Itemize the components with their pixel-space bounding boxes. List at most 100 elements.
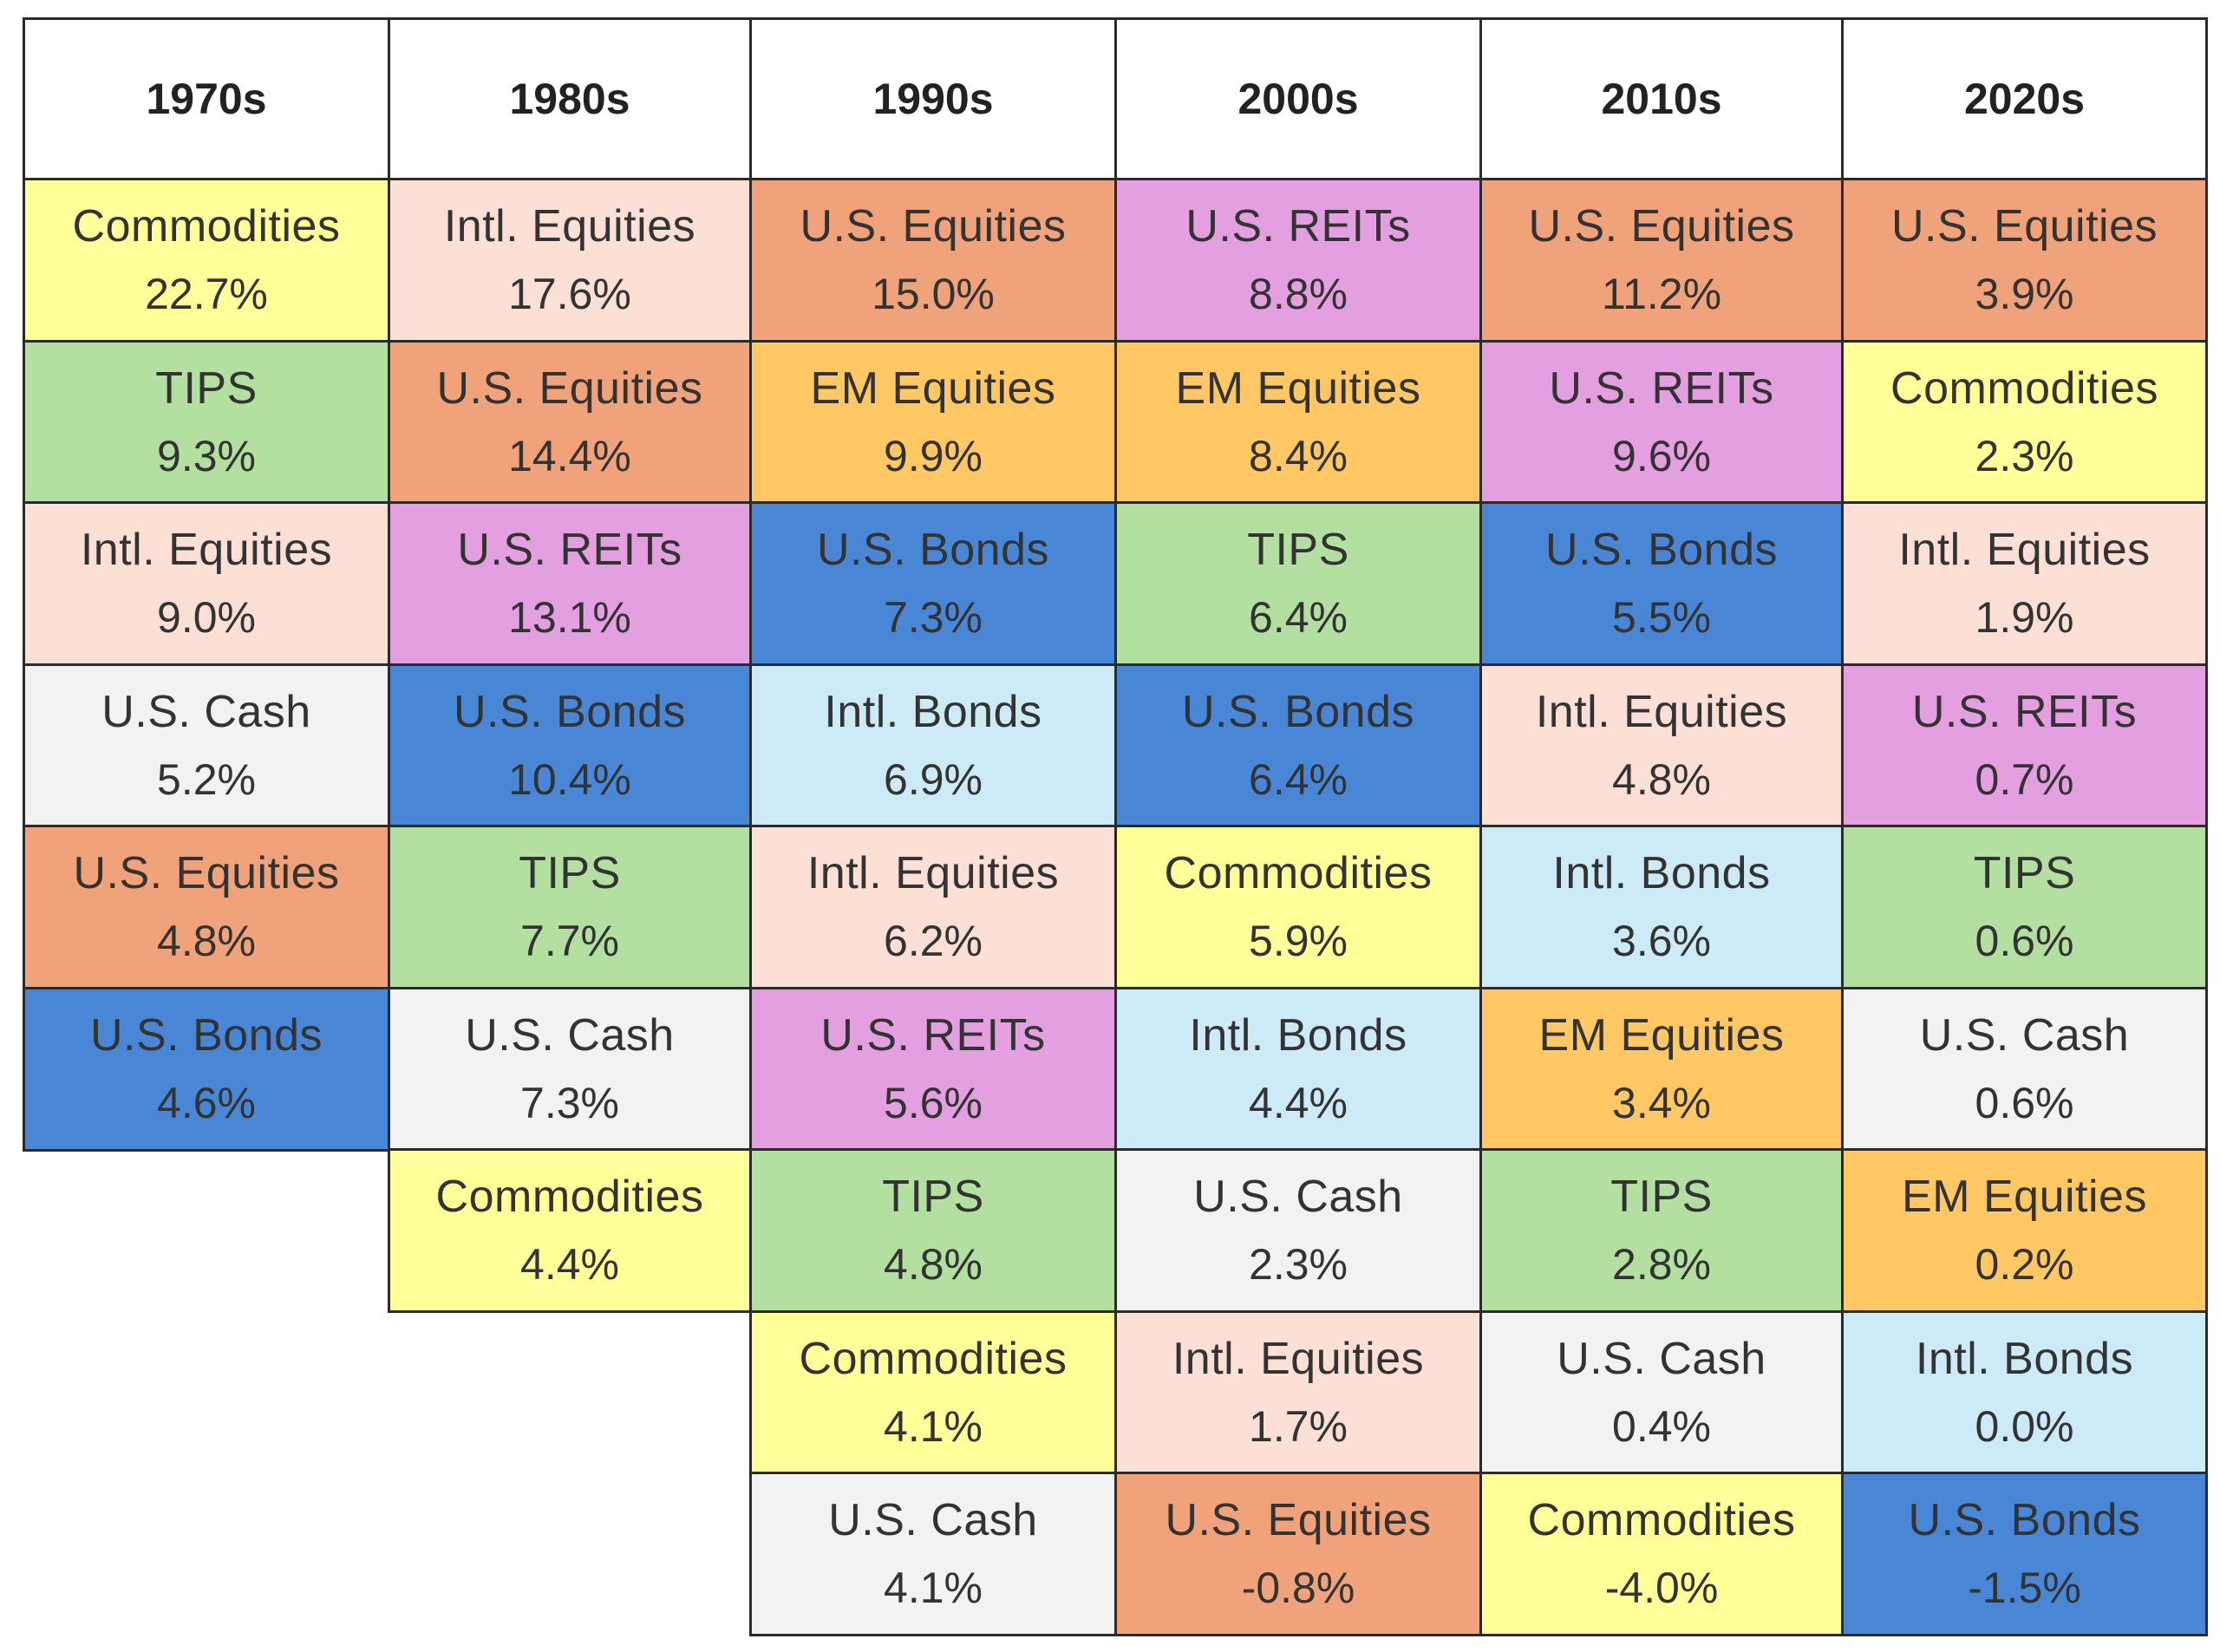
return-cell-2000s-u-s-equities: U.S. Equities -0.8% <box>1114 1472 1482 1636</box>
asset-class-label: U.S. Equities <box>1165 1495 1432 1545</box>
asset-class-label: U.S. Cash <box>101 687 311 737</box>
return-cell-2000s-intl-bonds: Intl. Bonds 4.4% <box>1114 987 1482 1152</box>
return-cell-2000s-commodities: Commodities 5.9% <box>1114 825 1482 989</box>
return-cell-1980s-commodities: Commodities 4.4% <box>388 1148 752 1313</box>
asset-class-label: U.S. Equities <box>73 848 340 898</box>
return-value-label: 6.2% <box>884 917 983 965</box>
return-cell-2020s-intl-equities: Intl. Equities 1.9% <box>1841 501 2208 666</box>
return-value-label: 17.6% <box>508 270 631 318</box>
return-value-label: 9.0% <box>157 593 256 642</box>
asset-class-label: Commodities <box>435 1172 704 1222</box>
asset-class-label: Commodities <box>72 201 341 251</box>
asset-class-label: Intl. Equities <box>1898 525 2151 575</box>
return-cell-2020s-u-s-equities: U.S. Equities 3.9% <box>1841 178 2208 343</box>
asset-class-label: TIPS <box>155 363 258 414</box>
return-cell-1970s-intl-equities: Intl. Equities 9.0% <box>23 501 390 666</box>
asset-class-label: EM Equities <box>1902 1172 2147 1222</box>
decade-header-2000s: 2000s <box>1114 17 1482 180</box>
return-cell-1990s-u-s-reits: U.S. REITs 5.6% <box>749 987 1117 1152</box>
return-value-label: 8.8% <box>1249 270 1348 318</box>
return-value-label: -0.8% <box>1241 1564 1355 1612</box>
return-value-label: 4.1% <box>884 1402 983 1451</box>
asset-class-label: Commodities <box>1164 848 1433 898</box>
return-value-label: 0.4% <box>1612 1402 1711 1451</box>
return-value-label: 13.1% <box>508 593 631 642</box>
asset-class-label: Commodities <box>1890 363 2158 414</box>
return-value-label: 0.6% <box>1975 1079 2074 1127</box>
return-cell-1980s-u-s-bonds: U.S. Bonds 10.4% <box>388 663 752 828</box>
return-cell-1990s-intl-equities: Intl. Equities 6.2% <box>749 825 1117 989</box>
asset-class-label: U.S. Bonds <box>89 1010 323 1061</box>
return-value-label: 6.4% <box>1249 593 1348 642</box>
return-cell-2020s-commodities: Commodities 2.3% <box>1841 340 2208 505</box>
return-cell-2010s-u-s-reits: U.S. REITs 9.6% <box>1479 340 1844 505</box>
return-value-label: 4.8% <box>157 917 256 965</box>
asset-class-label: Intl. Equities <box>1535 687 1788 737</box>
return-value-label: 5.9% <box>1249 917 1348 965</box>
return-cell-2010s-em-equities: EM Equities 3.4% <box>1479 987 1844 1152</box>
return-value-label: 5.6% <box>884 1079 983 1127</box>
asset-class-label: U.S. Bonds <box>1181 687 1415 737</box>
return-value-label: 6.4% <box>1249 755 1348 804</box>
asset-class-label: U.S. REITs <box>1911 687 2138 737</box>
return-cell-2020s-tips: TIPS 0.6% <box>1841 825 2208 989</box>
asset-class-label: U.S. Bonds <box>453 687 687 737</box>
asset-class-label: EM Equities <box>810 363 1056 414</box>
return-value-label: 14.4% <box>508 432 631 480</box>
asset-class-label: U.S. Equities <box>436 363 703 414</box>
return-cell-2020s-u-s-reits: U.S. REITs 0.7% <box>1841 663 2208 828</box>
return-value-label: 0.6% <box>1975 917 2074 965</box>
return-value-label: 2.8% <box>1612 1240 1711 1289</box>
asset-class-label: TIPS <box>882 1172 984 1222</box>
return-value-label: 22.7% <box>145 270 268 318</box>
asset-class-label: TIPS <box>519 848 621 898</box>
asset-class-label: U.S. Bonds <box>816 525 1050 575</box>
return-value-label: 6.9% <box>884 755 983 804</box>
return-cell-1980s-u-s-equities: U.S. Equities 14.4% <box>388 340 752 505</box>
asset-class-label: Intl. Bonds <box>1189 1010 1407 1061</box>
return-cell-2000s-u-s-cash: U.S. Cash 2.3% <box>1114 1148 1482 1313</box>
return-cell-2010s-intl-bonds: Intl. Bonds 3.6% <box>1479 825 1844 989</box>
return-cell-1970s-u-s-cash: U.S. Cash 5.2% <box>23 663 390 828</box>
return-cell-1990s-u-s-equities: U.S. Equities 15.0% <box>749 178 1117 343</box>
return-cell-2020s-u-s-cash: U.S. Cash 0.6% <box>1841 987 2208 1152</box>
return-cell-2010s-tips: TIPS 2.8% <box>1479 1148 1844 1313</box>
asset-class-label: U.S. Cash <box>828 1495 1038 1545</box>
asset-class-label: Intl. Equities <box>806 848 1060 898</box>
return-value-label: 9.6% <box>1612 432 1711 480</box>
return-cell-2010s-commodities: Commodities -4.0% <box>1479 1472 1844 1636</box>
return-cell-1990s-tips: TIPS 4.8% <box>749 1148 1117 1313</box>
return-cell-1980s-tips: TIPS 7.7% <box>388 825 752 989</box>
return-value-label: 4.8% <box>884 1240 983 1289</box>
asset-class-label: U.S. Equities <box>1890 201 2158 251</box>
return-value-label: 9.3% <box>157 432 256 480</box>
asset-class-label: U.S. Bonds <box>1908 1495 2141 1545</box>
return-value-label: 15.0% <box>872 270 995 318</box>
return-cell-1980s-intl-equities: Intl. Equities 17.6% <box>388 178 752 343</box>
return-value-label: 7.3% <box>520 1079 619 1127</box>
return-cell-2000s-u-s-bonds: U.S. Bonds 6.4% <box>1114 663 1482 828</box>
return-cell-2000s-em-equities: EM Equities 8.4% <box>1114 340 1482 505</box>
asset-class-label: TIPS <box>1610 1172 1713 1222</box>
return-value-label: 1.9% <box>1975 593 2074 642</box>
return-cell-2010s-u-s-equities: U.S. Equities 11.2% <box>1479 178 1844 343</box>
return-value-label: 8.4% <box>1249 432 1348 480</box>
return-value-label: 3.9% <box>1975 270 2074 318</box>
return-cell-2010s-intl-equities: Intl. Equities 4.8% <box>1479 663 1844 828</box>
return-value-label: -1.5% <box>1968 1564 2081 1612</box>
return-value-label: 0.2% <box>1975 1240 2074 1289</box>
return-value-label: 2.3% <box>1975 432 2074 480</box>
return-value-label: 4.8% <box>1612 755 1711 804</box>
return-value-label: 4.1% <box>884 1564 983 1612</box>
asset-class-label: Intl. Bonds <box>824 687 1042 737</box>
return-cell-1970s-u-s-equities: U.S. Equities 4.8% <box>23 825 390 989</box>
asset-class-label: U.S. Equities <box>800 201 1067 251</box>
asset-class-label: U.S. Cash <box>465 1010 675 1061</box>
return-value-label: -4.0% <box>1604 1564 1719 1612</box>
return-cell-1970s-commodities: Commodities 22.7% <box>23 178 390 343</box>
return-value-label: 1.7% <box>1249 1402 1348 1451</box>
decade-header-1970s: 1970s <box>23 17 390 180</box>
return-value-label: 3.6% <box>1612 917 1711 965</box>
return-cell-1970s-tips: TIPS 9.3% <box>23 340 390 505</box>
decade-header-1980s: 1980s <box>388 17 752 180</box>
